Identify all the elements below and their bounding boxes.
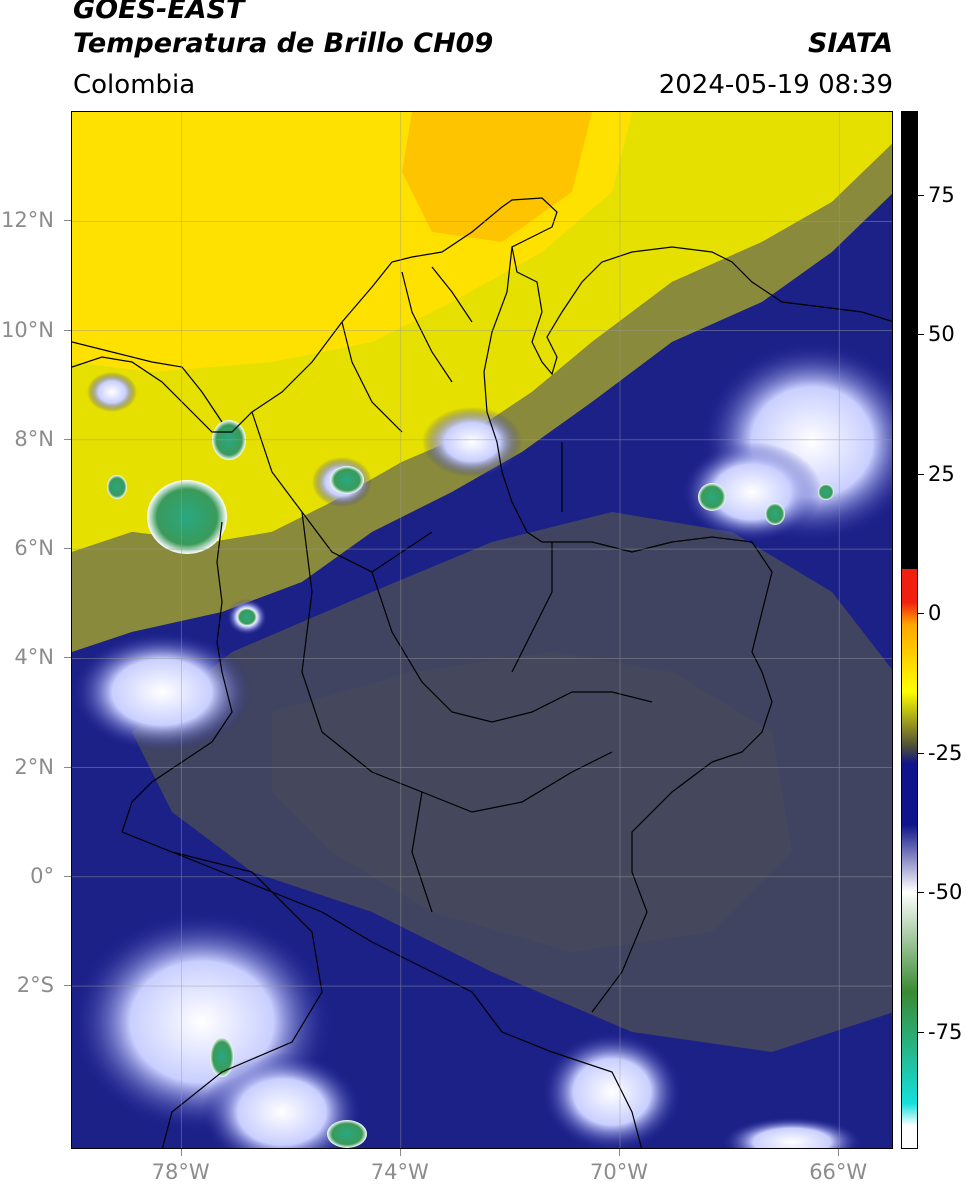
- lon-tick-label: 66°W: [809, 1160, 868, 1184]
- colorbar-tick-mark: [918, 892, 924, 894]
- lat-tick-mark: [64, 548, 71, 550]
- lon-tick-label: 74°W: [370, 1160, 429, 1184]
- lon-tick-mark: [838, 1149, 840, 1156]
- lon-tick-mark: [180, 1149, 182, 1156]
- lon-tick-mark: [399, 1149, 401, 1156]
- datetime-label: 2024-05-19 08:39: [658, 70, 893, 100]
- region-label: Colombia: [73, 70, 196, 100]
- lat-tick-mark: [64, 220, 71, 222]
- lat-tick-label: 10°N: [1, 317, 54, 342]
- colorbar-tick-mark: [918, 334, 924, 336]
- colorbar-tick-mark: [918, 473, 924, 475]
- lat-tick-label: 2°S: [16, 973, 54, 998]
- colorbar-tick-mark: [918, 194, 924, 196]
- lat-tick-mark: [64, 329, 71, 331]
- colorbar-tick-mark: [918, 613, 924, 615]
- colorbar-tick-label: -75: [928, 1019, 963, 1044]
- lat-tick-label: 2°N: [14, 754, 54, 779]
- lat-tick-label: 4°N: [14, 645, 54, 670]
- lon-tick-mark: [619, 1149, 620, 1156]
- lon-tick-label: 78°W: [151, 1160, 210, 1184]
- lat-tick-mark: [64, 766, 71, 768]
- brightness-temperature-field: [72, 112, 892, 1148]
- graticule: [72, 112, 892, 1148]
- lat-tick-label: 12°N: [1, 208, 54, 233]
- lat-tick-label: 0°: [30, 863, 54, 888]
- lat-tick-mark: [64, 438, 71, 440]
- organization-label: SIATA: [807, 28, 893, 59]
- coastline-borders: [72, 197, 892, 1148]
- colorbar-tick-label: 25: [928, 461, 955, 486]
- lon-tick-label: 70°W: [590, 1160, 648, 1184]
- product-title: Temperatura de Brillo CH09: [73, 28, 494, 59]
- lat-tick-label: 8°N: [14, 426, 54, 451]
- colorbar: [901, 111, 918, 1149]
- lat-tick-mark: [64, 875, 71, 877]
- satellite-title: GOES-EAST: [73, 0, 245, 25]
- colorbar-tick-label: -50: [928, 880, 963, 905]
- colorbar-tick-label: 75: [928, 182, 955, 207]
- lat-tick-mark: [64, 657, 71, 659]
- colorbar-tick-mark: [918, 1031, 924, 1033]
- satellite-map[interactable]: [71, 111, 893, 1149]
- colorbar-tick-mark: [918, 752, 924, 754]
- lat-tick-mark: [64, 985, 71, 987]
- lat-tick-label: 6°N: [14, 536, 54, 561]
- colorbar-tick-label: 50: [928, 322, 955, 347]
- colorbar-tick-label: -25: [928, 740, 963, 765]
- colorbar-tick-label: 0: [928, 601, 942, 626]
